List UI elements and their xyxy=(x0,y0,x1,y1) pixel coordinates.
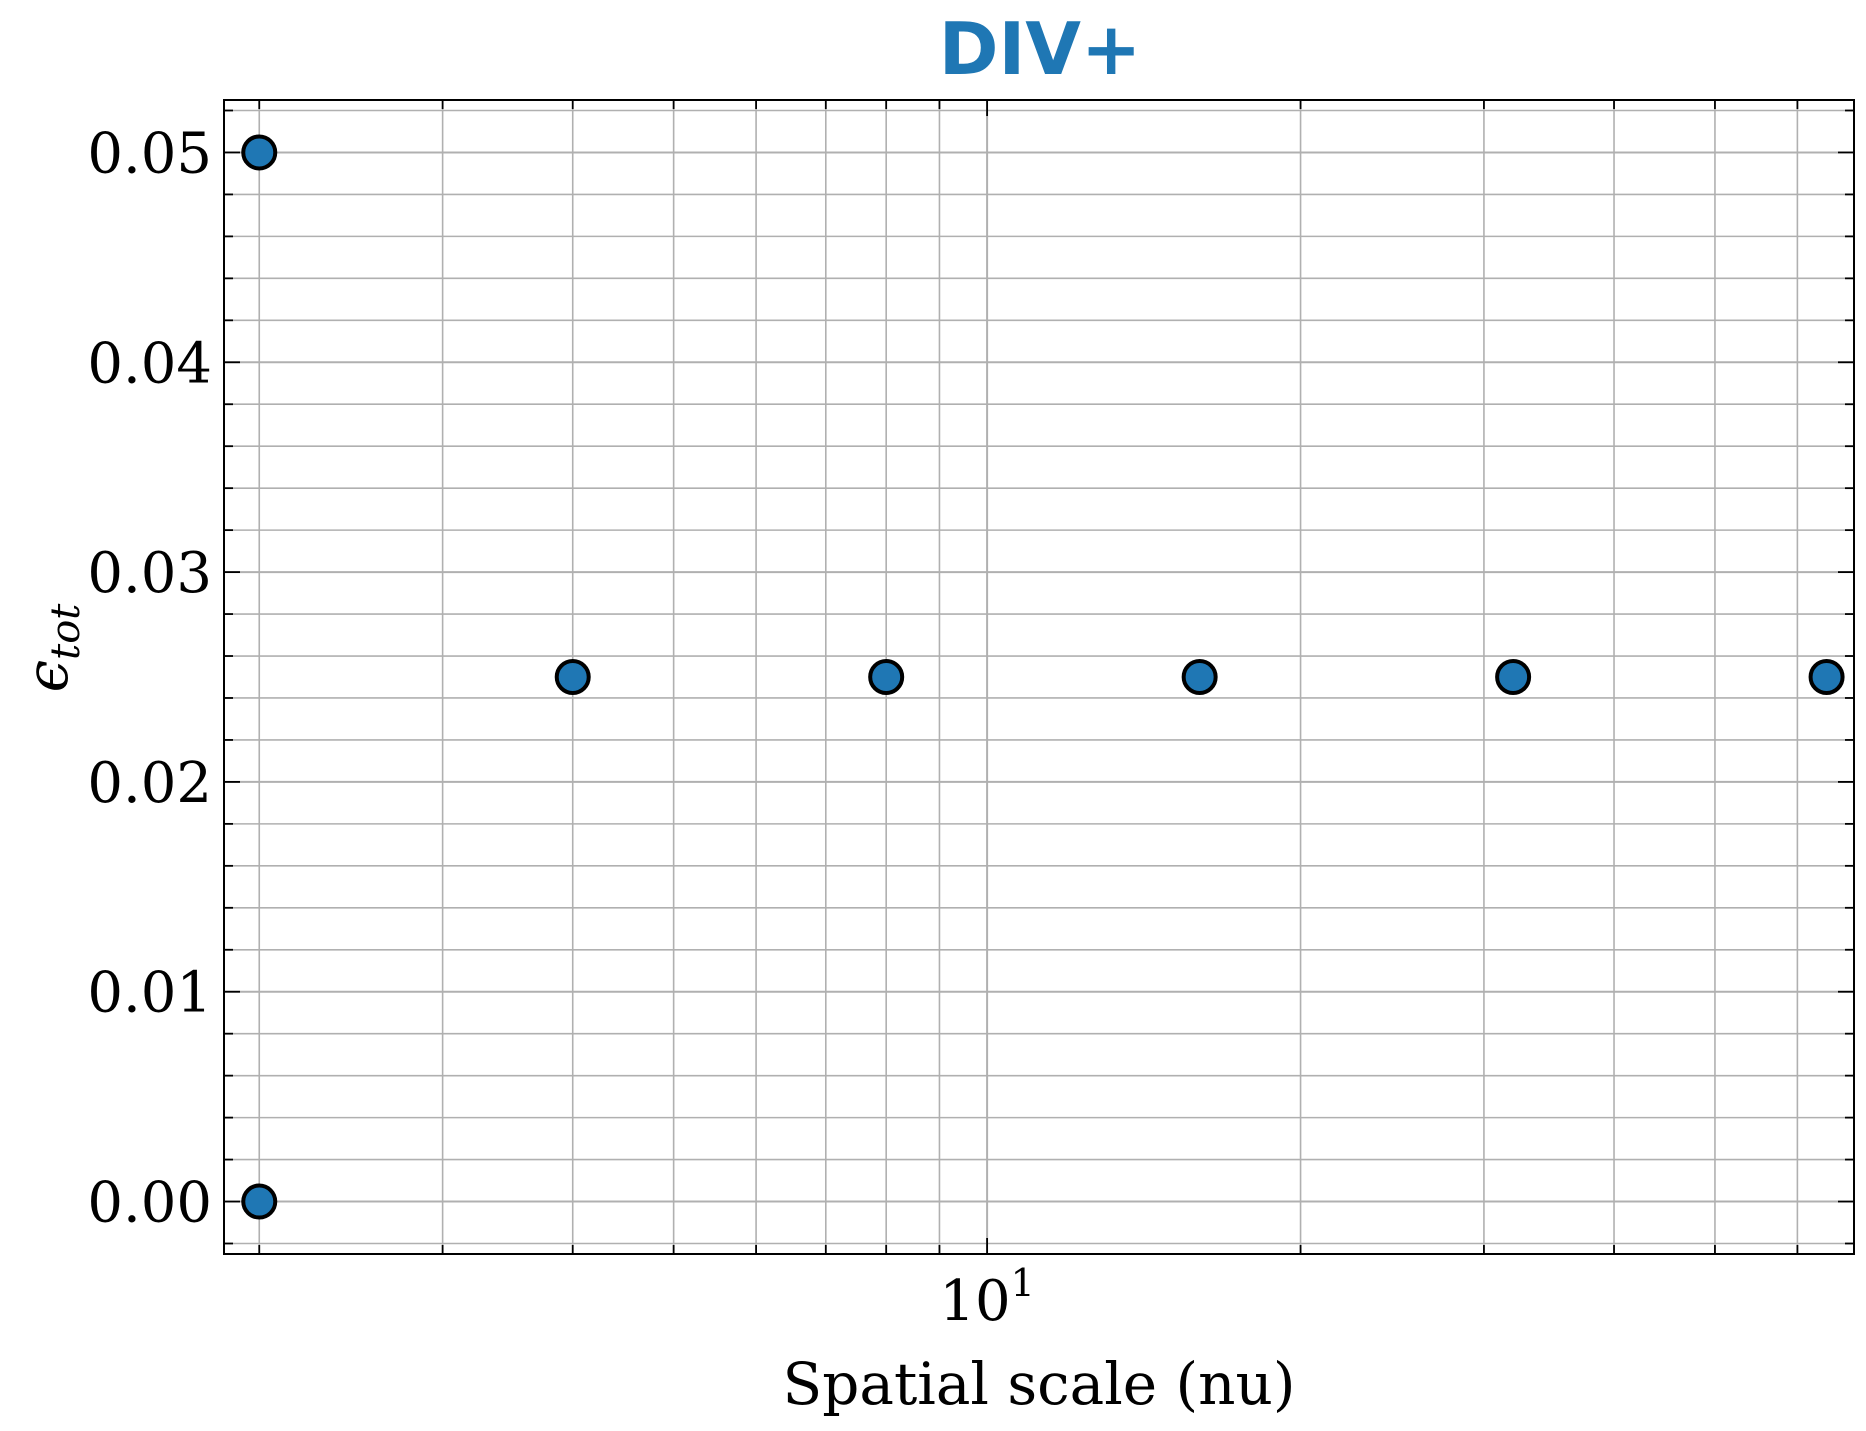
data-point xyxy=(241,134,278,171)
x-tick-label: 101 xyxy=(939,1261,1034,1334)
data-point xyxy=(241,1183,278,1220)
data-point xyxy=(1495,659,1532,695)
axis-ticks xyxy=(224,100,1854,1254)
y-tick-label: 0.05 xyxy=(87,121,212,186)
y-tick-label: 0.01 xyxy=(87,961,212,1026)
y-tick-label: 0.02 xyxy=(87,751,212,816)
x-tick-label-exponent: 1 xyxy=(1011,1261,1035,1305)
tick-labels: 0.00 0.01 0.02 0.03 0.04 0.05 101 xyxy=(87,121,1035,1334)
data-point xyxy=(1808,659,1845,695)
y-tick-label: 0.03 xyxy=(87,541,212,606)
plot-area-frame xyxy=(223,99,1855,1255)
data-point xyxy=(1181,659,1218,695)
grid-lines xyxy=(224,100,1854,1254)
x-tick-label-base: 10 xyxy=(939,1269,1010,1334)
y-tick-label: 0.04 xyxy=(87,331,212,396)
y-axis-label-base: ϵ xyxy=(13,660,81,692)
y-axis-label-subscript: tot xyxy=(43,603,89,660)
chart-title: DIV+ xyxy=(939,7,1142,91)
y-axis-label: ϵtot xyxy=(13,603,89,693)
y-tick-label: 0.00 xyxy=(87,1171,212,1236)
data-point xyxy=(554,659,591,695)
data-points xyxy=(241,134,1845,1220)
data-point xyxy=(868,659,905,695)
x-axis-label: Spatial scale (nu) xyxy=(783,1350,1296,1418)
